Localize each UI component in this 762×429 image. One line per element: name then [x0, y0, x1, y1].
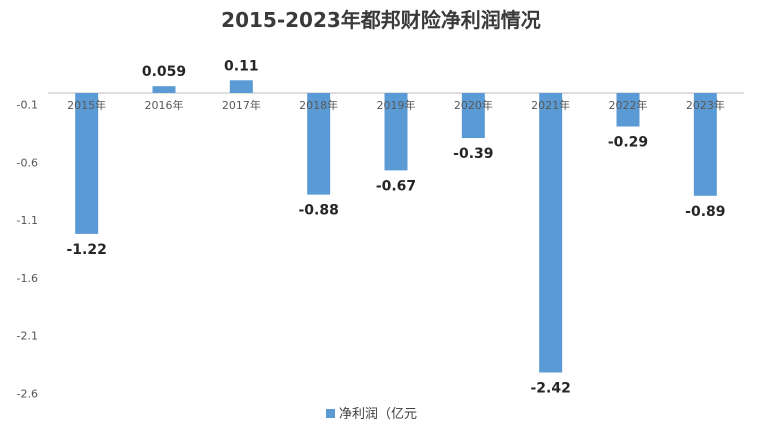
- bar: [384, 93, 408, 171]
- data-label: -0.88: [298, 203, 338, 219]
- legend-label: 净利润（亿元: [339, 407, 417, 422]
- bars: [75, 80, 717, 373]
- data-labels: -1.22 0.059 0.11 -0.88 -0.67 -0.39 -2.42 -0.29 -…: [66, 58, 725, 396]
- y-axis: -0.1 -0.6 -1.1 -1.6 -2.1 -2.6: [17, 99, 38, 401]
- category-label: 2020年: [454, 98, 493, 112]
- data-label: -2.42: [530, 381, 570, 397]
- chart-title: 2015-2023年都邦财险净利润情况: [221, 8, 541, 32]
- bar: [693, 93, 717, 196]
- bar: [229, 80, 253, 93]
- category-label: 2018年: [299, 98, 338, 112]
- category-label: 2021年: [531, 98, 570, 112]
- legend: 净利润（亿元: [326, 407, 417, 422]
- legend-swatch: [326, 409, 335, 418]
- bar: [461, 93, 485, 139]
- bar: [75, 93, 99, 234]
- y-tick-label: -2.6: [17, 387, 38, 400]
- category-label: 2015年: [67, 98, 106, 112]
- y-tick-label: -0.6: [17, 156, 38, 169]
- data-label: 0.059: [142, 64, 186, 80]
- category-label: 2023年: [686, 98, 725, 112]
- data-label: 0.11: [224, 58, 259, 74]
- category-label: 2022年: [609, 98, 648, 112]
- y-tick-label: -0.1: [17, 99, 38, 112]
- data-label: -0.67: [376, 178, 416, 194]
- bar: [539, 93, 563, 373]
- data-label: -0.29: [608, 134, 648, 150]
- bar: [152, 86, 176, 93]
- data-label: -1.22: [66, 242, 106, 258]
- data-label: -0.39: [453, 146, 493, 162]
- category-label: 2016年: [145, 98, 184, 112]
- category-label: 2017年: [222, 98, 261, 112]
- bar: [307, 93, 331, 195]
- category-label: 2019年: [377, 98, 416, 112]
- y-tick-label: -1.6: [17, 272, 38, 285]
- y-tick-label: -1.1: [17, 214, 38, 227]
- bar: [616, 93, 640, 127]
- y-tick-label: -2.1: [17, 330, 38, 343]
- data-label: -0.89: [685, 204, 725, 220]
- category-labels: 2015年 2016年 2017年 2018年 2019年 2020年 2021年 2022年…: [67, 98, 725, 112]
